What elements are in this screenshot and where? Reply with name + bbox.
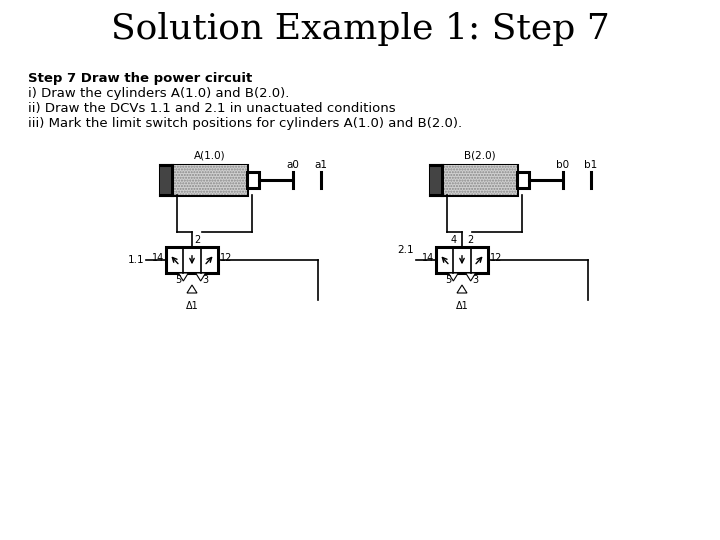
Text: 14: 14 xyxy=(152,253,164,263)
Text: 14: 14 xyxy=(422,253,434,263)
Polygon shape xyxy=(449,273,459,281)
Bar xyxy=(160,165,172,195)
Polygon shape xyxy=(196,273,206,281)
Text: 12: 12 xyxy=(490,253,503,263)
Polygon shape xyxy=(187,285,197,293)
Text: i) Draw the cylinders A(1.0) and B(2.0).: i) Draw the cylinders A(1.0) and B(2.0). xyxy=(28,87,289,100)
Bar xyxy=(442,165,517,195)
Text: 3: 3 xyxy=(472,275,479,285)
Text: 3: 3 xyxy=(202,275,209,285)
Text: b1: b1 xyxy=(585,160,598,170)
Bar xyxy=(172,165,247,195)
Bar xyxy=(430,165,442,195)
Text: iii) Mark the limit switch positions for cylinders A(1.0) and B(2.0).: iii) Mark the limit switch positions for… xyxy=(28,117,462,130)
Bar xyxy=(430,165,517,195)
Bar xyxy=(166,247,218,273)
Text: Δ1: Δ1 xyxy=(186,301,199,311)
Text: a1: a1 xyxy=(315,160,328,170)
Text: b0: b0 xyxy=(557,160,570,170)
Text: 2.1: 2.1 xyxy=(397,245,414,255)
Text: 5: 5 xyxy=(445,275,451,285)
Text: a0: a0 xyxy=(287,160,300,170)
Text: Step 7 Draw the power circuit: Step 7 Draw the power circuit xyxy=(28,72,252,85)
Text: B(2.0): B(2.0) xyxy=(464,151,495,161)
Text: 12: 12 xyxy=(220,253,233,263)
Text: 2: 2 xyxy=(194,235,200,245)
Bar xyxy=(517,172,529,188)
Text: 4: 4 xyxy=(450,235,456,245)
Text: Solution Example 1: Step 7: Solution Example 1: Step 7 xyxy=(111,12,609,46)
Bar xyxy=(160,165,247,195)
Polygon shape xyxy=(179,273,189,281)
Text: 5: 5 xyxy=(175,275,181,285)
Text: Δ1: Δ1 xyxy=(456,301,469,311)
Text: ii) Draw the DCVs 1.1 and 2.1 in unactuated conditions: ii) Draw the DCVs 1.1 and 2.1 in unactua… xyxy=(28,102,395,115)
Bar xyxy=(436,247,488,273)
Text: 1.1: 1.1 xyxy=(127,255,144,265)
Text: 2: 2 xyxy=(467,235,474,245)
Text: A(1.0): A(1.0) xyxy=(194,151,225,161)
Bar xyxy=(247,172,259,188)
Polygon shape xyxy=(466,273,476,281)
Polygon shape xyxy=(457,285,467,293)
